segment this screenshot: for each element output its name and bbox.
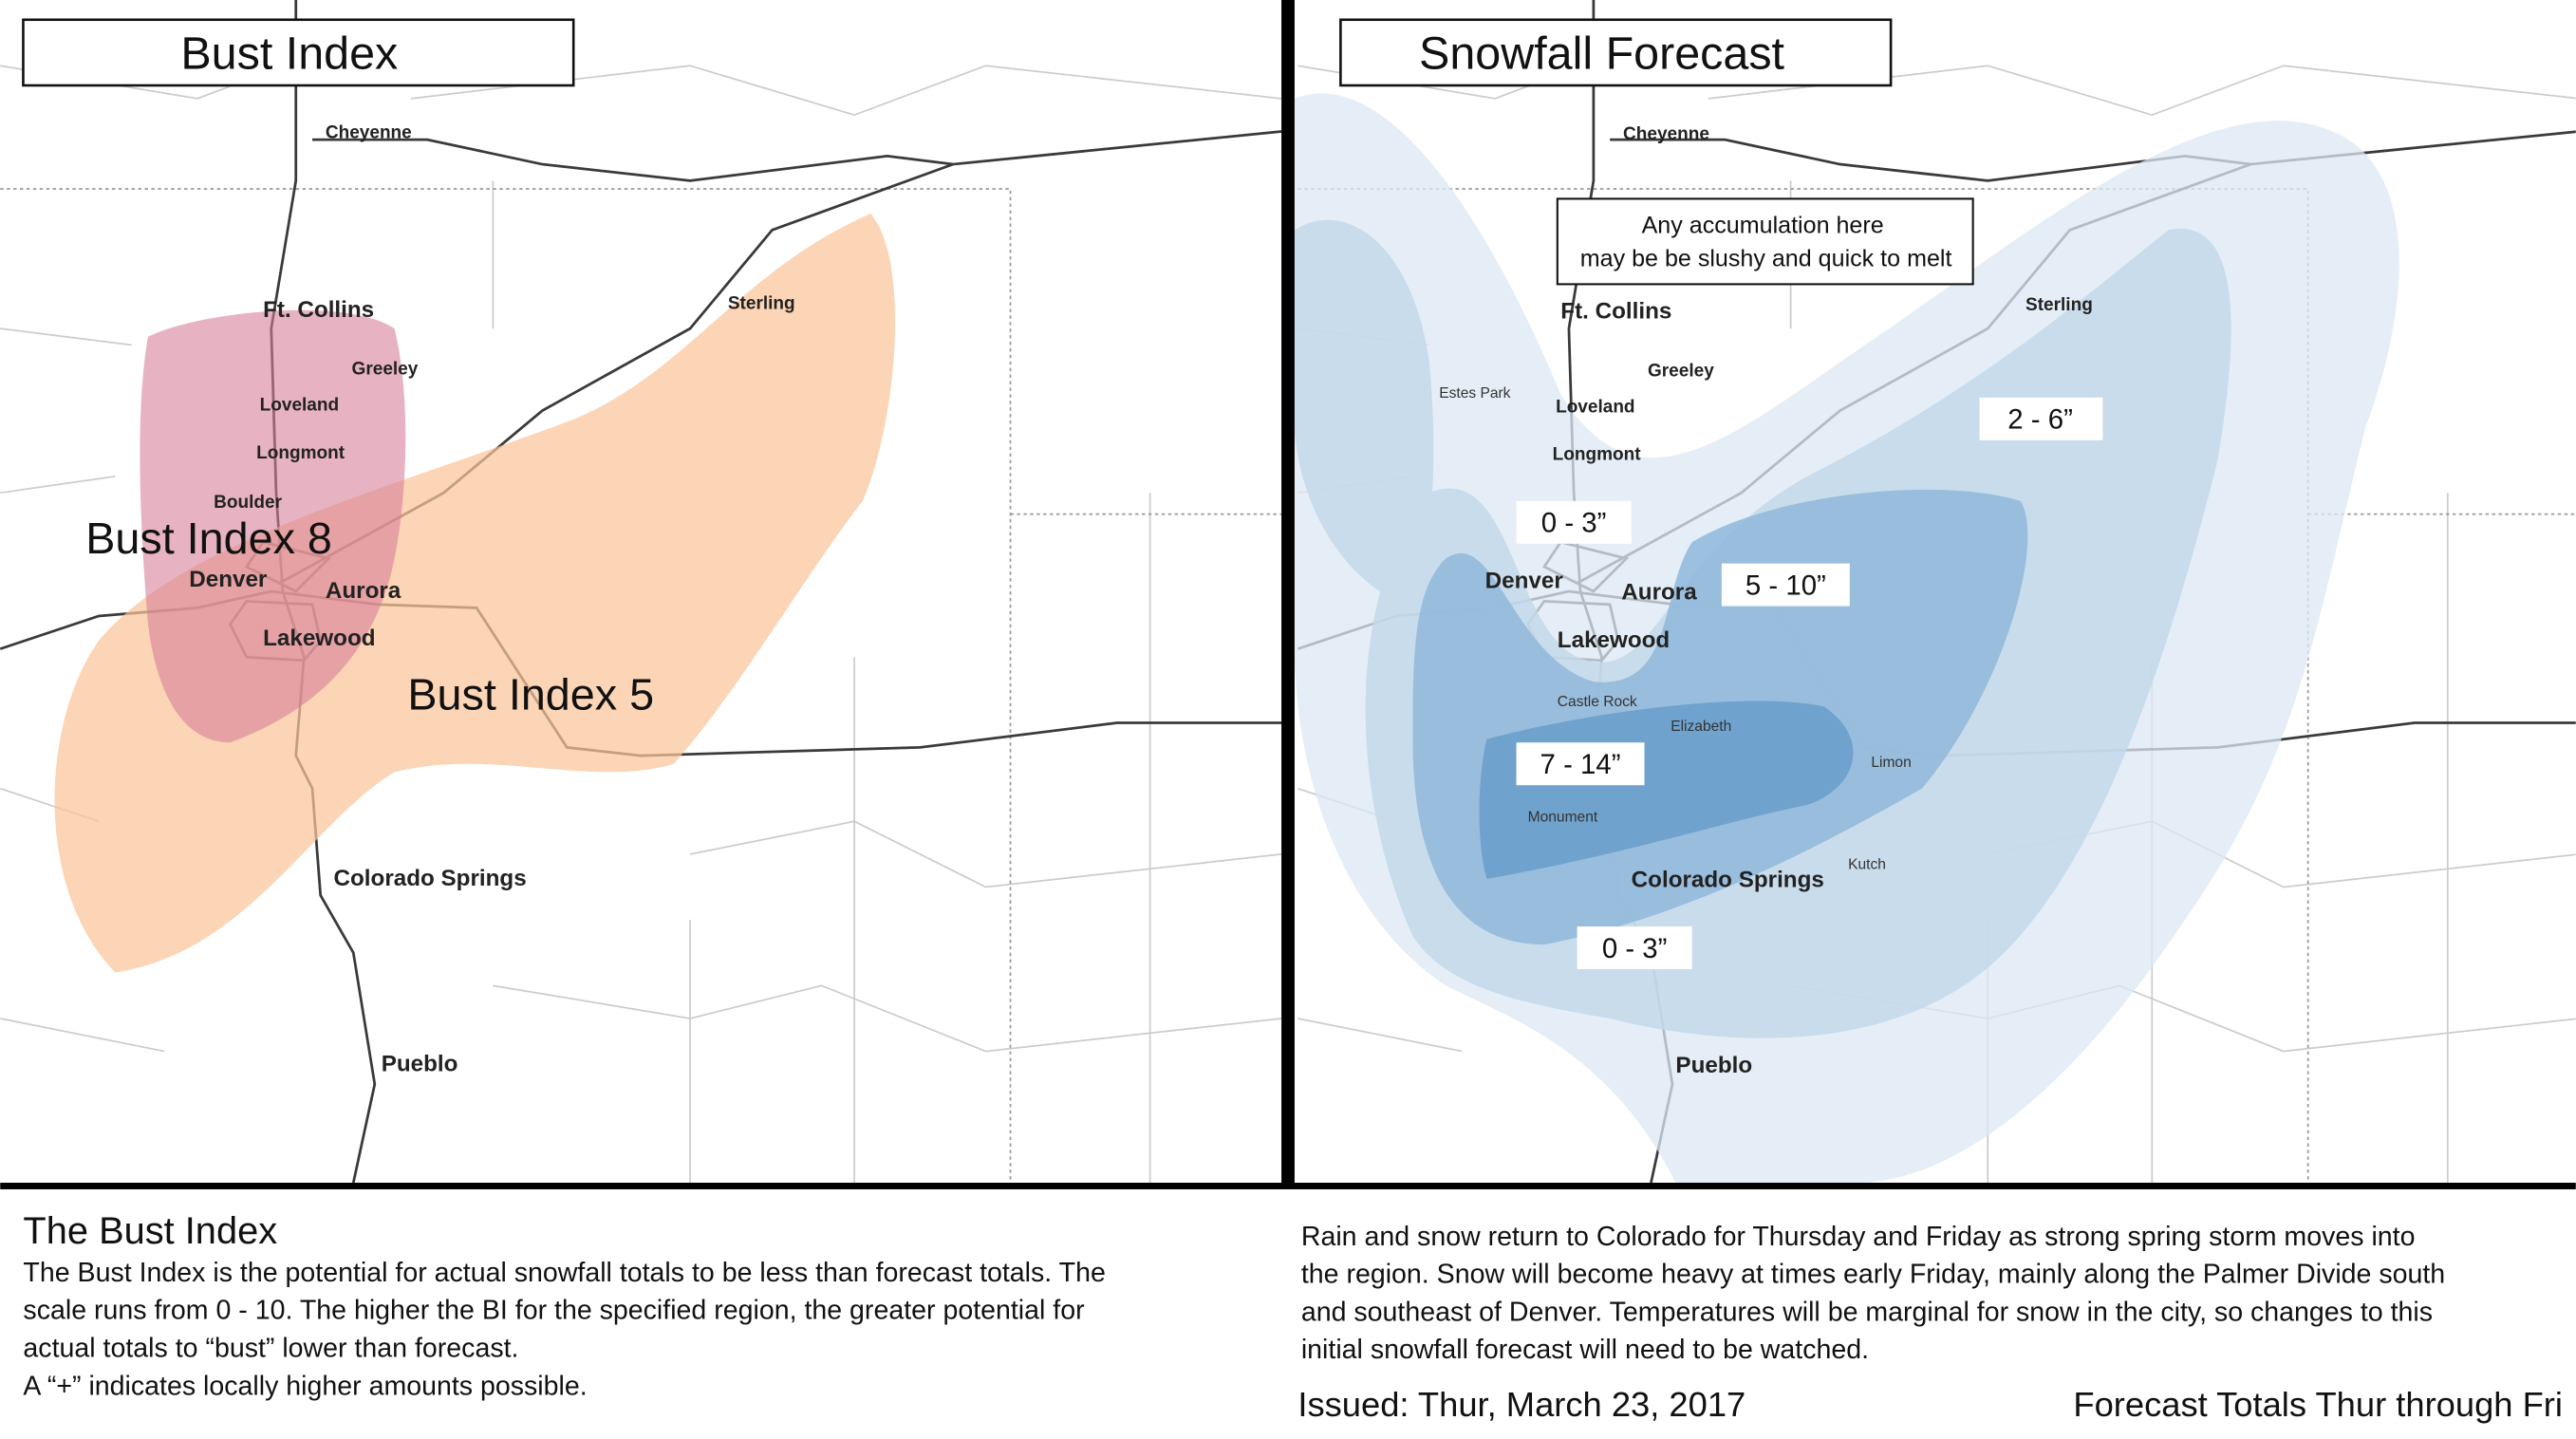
city-label: Monument [1528, 809, 1598, 825]
description-line: actual totals to “bust” lower than forec… [23, 1333, 518, 1363]
city-label: Loveland [260, 396, 339, 416]
city-label: Sterling [728, 293, 795, 313]
city-label: Ft. Collins [263, 297, 374, 323]
city-label: Castle Rock [1558, 694, 1637, 710]
zone-label: 7 - 14” [1540, 749, 1621, 780]
zone-label: 2 - 6” [2007, 404, 2073, 436]
city-label: Longmont [256, 443, 345, 463]
city-label: Aurora [1621, 580, 1697, 606]
city-label: Loveland [1556, 397, 1634, 417]
bust-zone-8 [140, 309, 406, 743]
zone-box [1516, 500, 1632, 544]
zone-box [1721, 563, 1850, 607]
city-label: Estes Park [1439, 385, 1510, 402]
city-label: Kutch [1848, 856, 1886, 872]
city-label: Cheyenne [326, 122, 412, 142]
zone-box [1979, 397, 2103, 440]
city-label: Limon [1871, 755, 1911, 771]
zone-box [1516, 742, 1645, 786]
right-map: Snowfall Forecast Any accumulation here … [1294, 0, 2576, 1184]
city-label: Elizabeth [1671, 719, 1731, 735]
callout-text: Any accumulation here [1642, 213, 1884, 239]
summary-line: Rain and snow return to Colorado for Thu… [1301, 1222, 2416, 1252]
description-line: scale runs from 0 - 10. The higher the B… [23, 1296, 1085, 1326]
zone-label: Bust Index 5 [407, 670, 654, 720]
zone-label: 0 - 3” [1602, 933, 1668, 964]
left-map: Bust Index Cheyenne Ft. Collins Greeley … [0, 0, 1283, 1185]
city-label: Colorado Springs [1632, 868, 1824, 893]
callout-box [1556, 197, 1974, 286]
city-label: Boulder [214, 493, 282, 513]
summary-line: and southeast of Denver. Temperatures wi… [1301, 1297, 2433, 1327]
city-label: Longmont [1553, 445, 1642, 465]
description-line: The Bust Index is the potential for actu… [23, 1258, 1105, 1288]
city-label: Lakewood [263, 626, 375, 651]
forecast-note: Forecast Totals Thur through Fri [2073, 1385, 2563, 1424]
zone-label: Bust Index 8 [85, 514, 332, 563]
city-label: Denver [189, 567, 268, 592]
city-label: Pueblo [1675, 1053, 1752, 1078]
callout-text: may be be slushy and quick to melt [1580, 245, 1952, 271]
title-box [1339, 18, 1893, 87]
title-box [22, 18, 575, 87]
panel-title: Bust Index [180, 28, 398, 80]
zone-label: 5 - 10” [1745, 570, 1826, 601]
summary-line: initial snowfall forecast will need to b… [1301, 1335, 1869, 1365]
city-label: Colorado Springs [334, 866, 527, 891]
bottom-rule [0, 1183, 2576, 1189]
city-label: Cheyenne [1623, 124, 1709, 144]
panel-title: Snowfall Forecast [1419, 28, 1785, 80]
description-line: A “+” indicates locally higher amounts p… [23, 1371, 587, 1401]
city-label: Greeley [352, 360, 419, 380]
city-label: Ft. Collins [1560, 299, 1671, 325]
footer: The Bust Index The Bust Index is the pot… [23, 1210, 2562, 1424]
city-label: Pueblo [382, 1051, 458, 1076]
zone-box [1577, 926, 1692, 970]
bust-zone-5 [54, 213, 896, 973]
city-label: Denver [1485, 569, 1564, 594]
city-label: Aurora [326, 578, 401, 604]
description-title: The Bust Index [23, 1210, 277, 1252]
zone-label: 0 - 3” [1541, 508, 1607, 539]
city-label: Sterling [2025, 295, 2093, 315]
city-label: Greeley [1648, 361, 1714, 381]
divider [1281, 0, 1295, 1187]
city-label: Lakewood [1558, 627, 1670, 653]
summary-line: the region. Snow will become heavy at ti… [1301, 1260, 2445, 1290]
issued-date: Issued: Thur, March 23, 2017 [1297, 1385, 1745, 1424]
